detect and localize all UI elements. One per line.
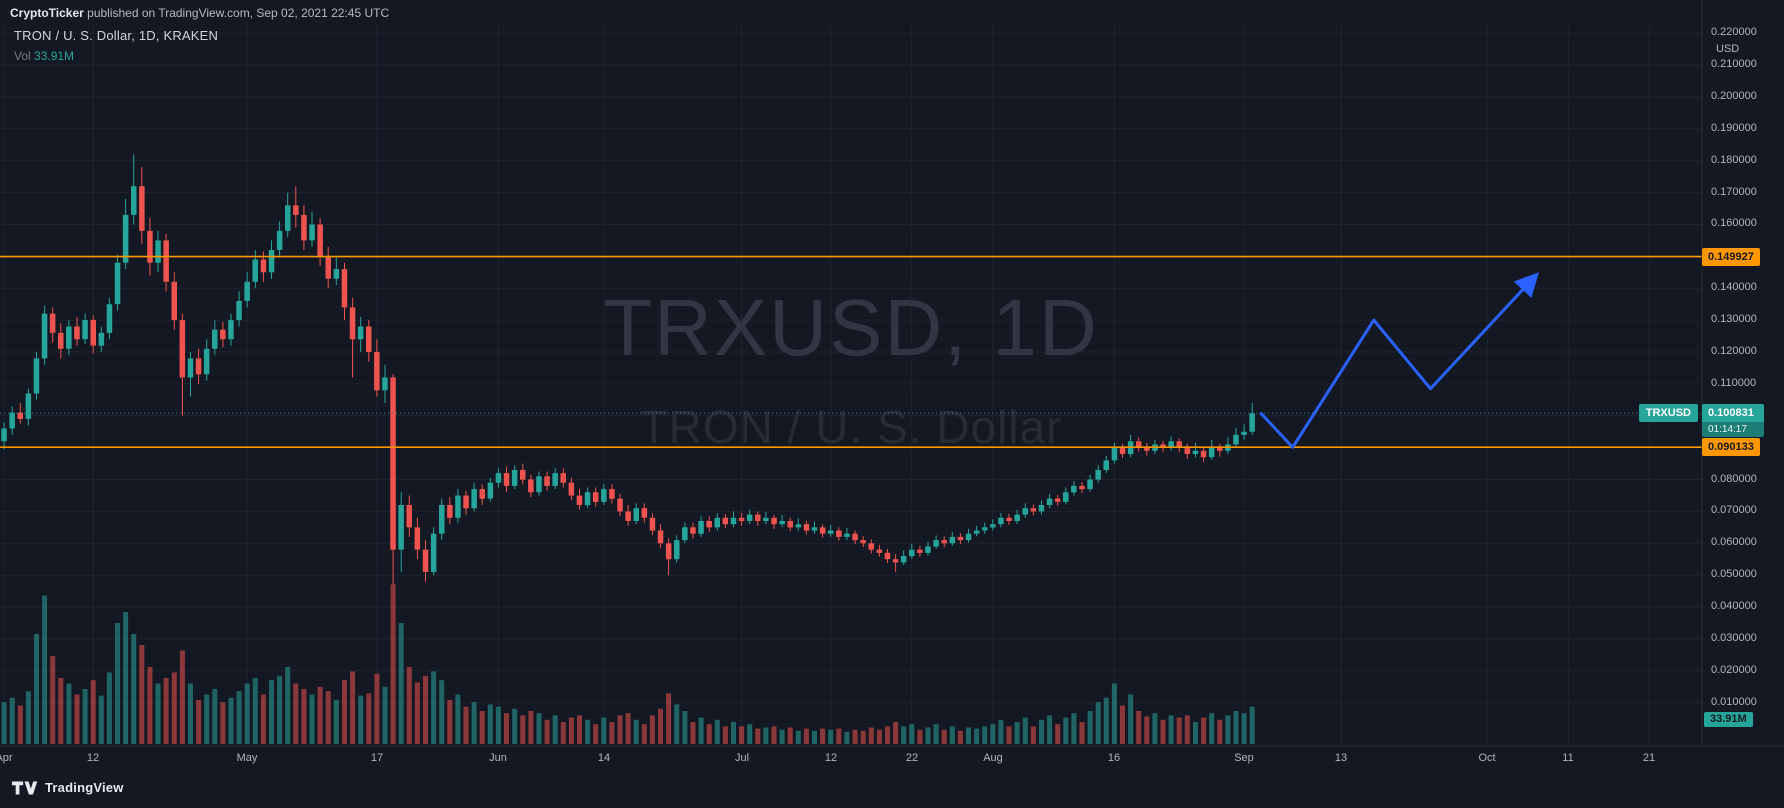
time-axis-label: 21: [1642, 752, 1656, 764]
price-axis-label: 0.110000: [1711, 377, 1757, 389]
price-axis-label: 0.130000: [1711, 313, 1757, 325]
last-volume-tag: 33.91M: [1704, 712, 1753, 727]
price-axis-label: 0.180000: [1711, 154, 1757, 166]
price-axis[interactable]: 0.220000 0.210000 0.200000 0.190000 0.180000…: [1702, 0, 1784, 746]
symbol-title[interactable]: TRON / U. S. Dollar, 1D, KRAKEN: [14, 28, 219, 43]
price-axis-label: 0.170000: [1711, 186, 1757, 198]
time-axis-label: 12: [86, 752, 100, 764]
tradingview-logo-text: TradingView: [45, 780, 124, 795]
volume-value: 33.91M: [34, 49, 75, 63]
support-price-label[interactable]: 0.090133: [1702, 438, 1760, 457]
price-axis-label: 0.140000: [1711, 281, 1757, 293]
last-price-value: 0.100831: [1702, 404, 1764, 423]
price-axis-label: 0.160000: [1711, 217, 1757, 229]
time-axis-label: 22: [905, 752, 919, 764]
price-axis-label: 0.200000: [1711, 90, 1757, 102]
resistance-price-label[interactable]: 0.149927: [1702, 247, 1760, 266]
bar-countdown: 01:14:17: [1702, 422, 1764, 438]
price-axis-label: 0.210000: [1711, 58, 1757, 70]
chart-legend: TRON / U. S. Dollar, 1D, KRAKEN Vol 33.9…: [14, 28, 218, 63]
price-axis-label: 0.080000: [1711, 473, 1757, 485]
price-axis-label: 0.220000: [1711, 26, 1757, 38]
volume-label: Vol: [14, 49, 31, 63]
time-axis-label: Sep: [1234, 752, 1254, 764]
volume-legend: Vol 33.91M: [14, 49, 218, 63]
price-axis-label: 0.190000: [1711, 122, 1757, 134]
time-axis-label: Apr: [0, 752, 13, 764]
tradingview-logo[interactable]: TradingView: [12, 780, 124, 795]
time-axis-label: 16: [1107, 752, 1121, 764]
price-axis-label: 0.060000: [1711, 536, 1757, 548]
attribution-bar: CryptoTicker published on TradingView.co…: [10, 6, 389, 20]
last-price-symbol-tag: TRXUSD: [1638, 404, 1698, 423]
price-axis-label: 0.120000: [1711, 345, 1757, 357]
time-axis-label: May: [236, 752, 258, 764]
time-axis-label: 13: [1334, 752, 1348, 764]
time-axis-label: Aug: [983, 752, 1003, 764]
time-axis-label: 17: [370, 752, 384, 764]
price-axis-label: 0.020000: [1711, 664, 1757, 676]
attribution-author: CryptoTicker: [10, 6, 84, 20]
price-axis-label: 0.050000: [1711, 568, 1757, 580]
time-axis-label: Jun: [489, 752, 507, 764]
time-axis[interactable]: Apr 12 May 17 Jun 14 Jul 12 22 Aug 16 Sep 13 Oct 11 21: [0, 748, 1784, 768]
time-axis-label: Jul: [734, 752, 750, 764]
price-axis-label: 0.070000: [1711, 504, 1757, 516]
time-axis-label: 14: [597, 752, 611, 764]
attribution-text: published on TradingView.com, Sep 02, 20…: [83, 6, 390, 20]
last-price-tag: 0.100831 01:14:17: [1702, 404, 1764, 438]
time-axis-label: Oct: [1478, 752, 1496, 764]
price-axis-label: 0.040000: [1711, 600, 1757, 612]
tradingview-logo-icon: [12, 781, 38, 794]
price-axis-label: 0.030000: [1711, 632, 1757, 644]
time-axis-label: 11: [1562, 752, 1574, 764]
price-axis-currency-label: USD: [1716, 43, 1740, 55]
price-axis-label: 0.010000: [1711, 696, 1757, 708]
time-axis-label: 12: [824, 752, 838, 764]
